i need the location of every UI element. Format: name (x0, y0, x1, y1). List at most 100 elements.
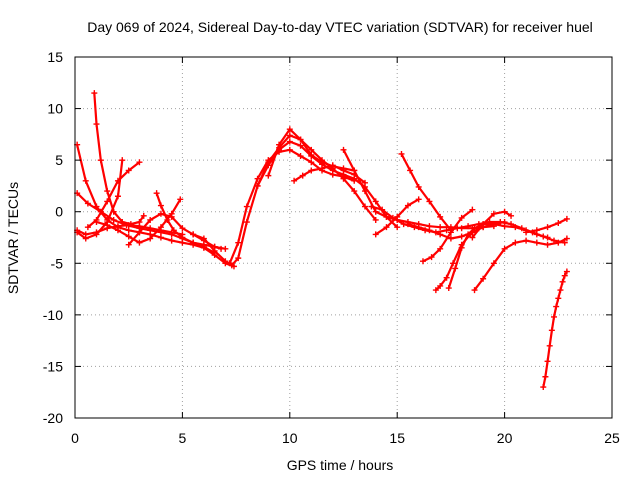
data-point (533, 227, 540, 234)
data-point (82, 177, 89, 184)
data-point (93, 219, 100, 226)
data-point (299, 172, 306, 179)
data-point (297, 142, 304, 149)
data-point (544, 358, 551, 365)
data-point (110, 216, 117, 223)
data-point (91, 90, 98, 97)
data-point (319, 159, 326, 166)
data-point (93, 121, 100, 128)
data-point (254, 182, 261, 189)
series-arc-25 (523, 215, 570, 236)
data-point (432, 287, 439, 294)
data-point (415, 224, 422, 231)
data-point (125, 233, 132, 240)
x-tick-labels: 0 5 10 15 20 25 (71, 430, 620, 446)
data-point (190, 239, 197, 246)
data-point (437, 282, 444, 289)
data-point (222, 258, 229, 265)
series-arc-26 (540, 268, 570, 391)
data-point (563, 215, 570, 222)
data-point (512, 224, 519, 231)
data-point (383, 213, 390, 220)
data-point (450, 260, 457, 267)
y-tick-label: -10 (43, 307, 63, 323)
data-point (490, 260, 497, 267)
data-point (546, 342, 553, 349)
x-axis-label: GPS time / hours (287, 457, 394, 473)
data-point (480, 275, 487, 282)
data-point (394, 224, 401, 231)
data-point (398, 150, 405, 157)
data-point (104, 188, 111, 195)
data-point (157, 210, 164, 217)
data-point (443, 274, 450, 281)
data-point (243, 203, 250, 210)
x-tick-label: 15 (389, 430, 405, 446)
data-point (147, 235, 154, 242)
data-point (469, 234, 476, 241)
data-point (351, 167, 358, 174)
data-point (84, 200, 91, 207)
data-point (372, 231, 379, 238)
data-point (471, 225, 478, 232)
series-arc-20 (419, 206, 476, 265)
data-point (168, 213, 175, 220)
y-tick-labels: -20 -15 -10 -5 0 5 10 15 (43, 49, 63, 426)
data-point (404, 221, 411, 228)
data-point (286, 138, 293, 145)
data-point (372, 198, 379, 205)
data-point (319, 165, 326, 172)
series-arc-11 (226, 146, 358, 267)
data-point (490, 221, 497, 228)
data-point (110, 208, 117, 215)
series-line (86, 161, 141, 229)
data-point (104, 222, 111, 229)
y-tick-label: 10 (47, 101, 63, 117)
data-point (200, 235, 207, 242)
data-point (415, 196, 422, 203)
data-point (286, 132, 293, 139)
data-point (559, 278, 566, 285)
data-point (286, 146, 293, 153)
data-point (125, 167, 132, 174)
data-point (276, 141, 283, 148)
data-point (125, 241, 132, 248)
data-point (458, 214, 465, 221)
data-point (351, 188, 358, 195)
data-point (542, 373, 549, 380)
y-tick-label: -5 (51, 255, 64, 271)
data-point (563, 235, 570, 242)
data-point (170, 227, 177, 234)
data-point (426, 198, 433, 205)
data-point (97, 157, 104, 164)
data-point (437, 213, 444, 220)
data-point (127, 221, 134, 228)
data-point (179, 225, 186, 232)
data-point (114, 177, 121, 184)
data-point (235, 239, 242, 246)
data-point (297, 153, 304, 160)
data-point (222, 245, 229, 252)
data-point (379, 206, 386, 213)
chart-title: Day 069 of 2024, Sidereal Day-to-day VTE… (87, 19, 593, 35)
data-point (454, 225, 461, 232)
data-point (501, 208, 508, 215)
data-point (544, 241, 551, 248)
data-point (308, 146, 315, 153)
series-arc-5 (91, 90, 147, 228)
data-point (114, 193, 121, 200)
data-point (136, 219, 143, 226)
data-point (508, 212, 515, 219)
data-point (179, 234, 186, 241)
data-point (501, 223, 508, 230)
data-point (465, 231, 472, 238)
data-point (490, 210, 497, 217)
data-point (404, 202, 411, 209)
data-point (437, 245, 444, 252)
series-arc-24 (469, 208, 515, 241)
data-point (153, 190, 160, 197)
series-arc-4 (74, 157, 126, 242)
data-point (458, 244, 465, 251)
data-point (551, 313, 558, 320)
